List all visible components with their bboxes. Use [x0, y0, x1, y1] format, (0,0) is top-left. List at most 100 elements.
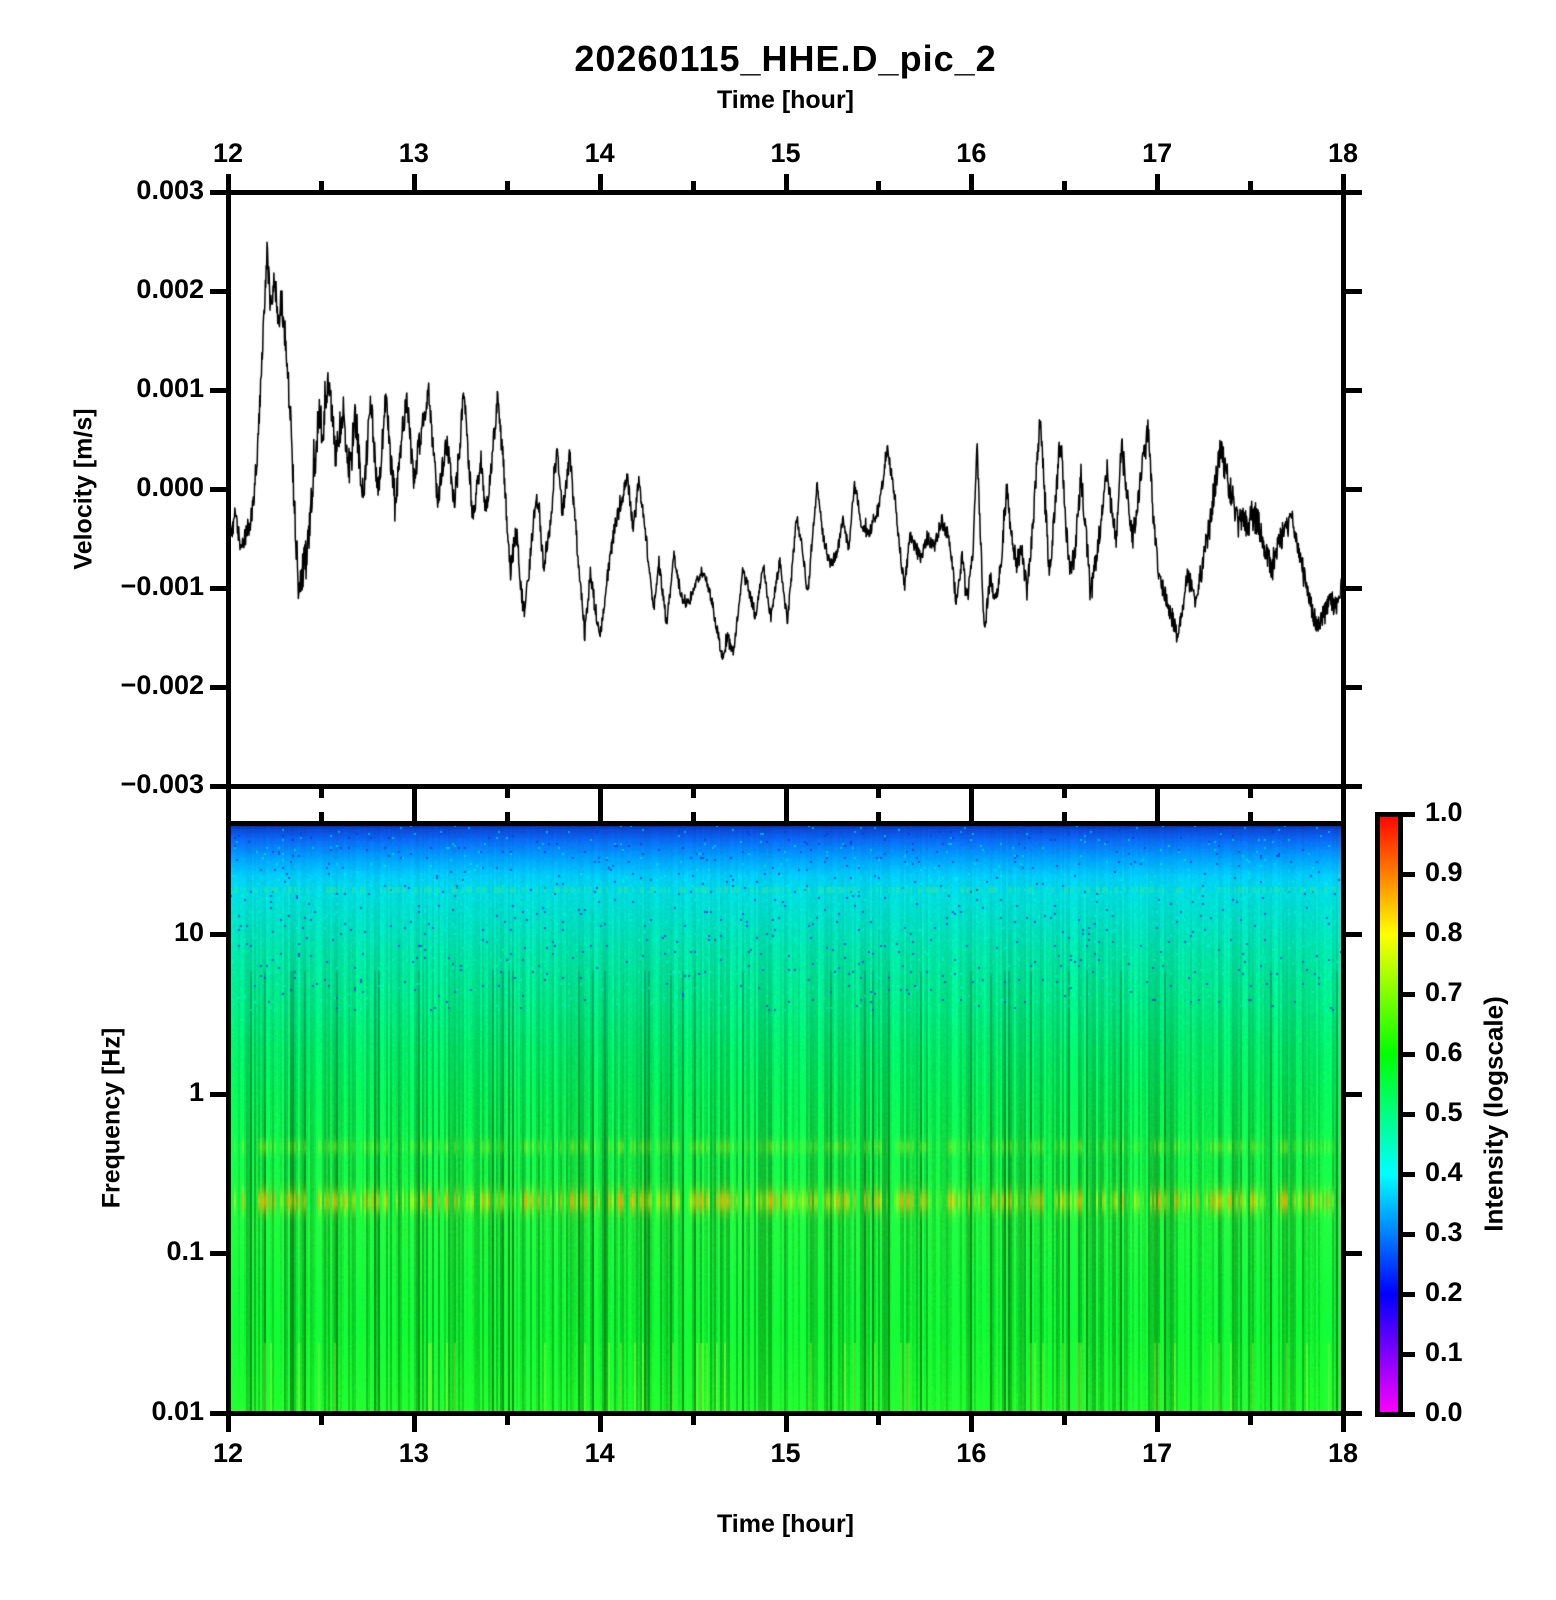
spectrogram-y-axis-title: Frequency [Hz]: [97, 1027, 126, 1209]
colorbar-tick: [1403, 992, 1415, 997]
velocity-tick: [210, 190, 226, 195]
hour-label-bottom: 17: [1142, 1438, 1173, 1468]
colorbar-tick: [1403, 872, 1415, 877]
x-major-tick: [969, 805, 975, 821]
x-minor-tick: [876, 181, 882, 190]
colorbar-tick-label: 0.0: [1425, 1397, 1463, 1427]
velocity-tick: [1346, 190, 1362, 195]
x-major-tick: [226, 789, 231, 805]
x-major-tick: [783, 789, 789, 805]
velocity-tick: [210, 685, 226, 690]
x-minor-tick: [318, 789, 324, 798]
x-minor-tick: [318, 812, 324, 821]
colorbar-tick-label: 0.8: [1425, 917, 1463, 947]
x-major-tick: [411, 805, 417, 821]
x-major-tick: [969, 1416, 975, 1432]
hour-label-top: 18: [1327, 138, 1359, 168]
velocity-tick-label: 0.001: [136, 373, 204, 403]
colorbar-tick-label: 0.6: [1425, 1037, 1463, 1067]
x-minor-tick: [876, 789, 882, 798]
x-major-tick: [1341, 174, 1346, 190]
colorbar-gradient: [1377, 814, 1400, 1414]
x-minor-tick: [504, 1416, 510, 1425]
velocity-tick-label: 0.003: [136, 175, 204, 205]
velocity-tick: [1346, 784, 1362, 789]
hour-label-bottom: 16: [956, 1438, 987, 1468]
x-minor-tick: [690, 812, 696, 821]
velocity-tick: [1346, 388, 1362, 393]
x-major-tick: [1155, 174, 1161, 190]
velocity-tick: [210, 289, 226, 294]
velocity-tick-label: 0.002: [136, 274, 204, 304]
spectrogram-canvas: [228, 823, 1343, 1413]
bottom-axis-title: Time [hour]: [716, 1510, 855, 1538]
x-major-tick: [969, 789, 975, 805]
x-minor-tick: [1248, 1416, 1254, 1425]
x-major-tick: [783, 805, 789, 821]
x-minor-tick: [690, 181, 696, 190]
velocity-tick: [1346, 487, 1362, 492]
velocity-tick-label: 0.000: [136, 472, 204, 502]
x-major-tick: [783, 1416, 789, 1432]
waveform-trace-canvas: [228, 192, 1343, 786]
velocity-tick-label: −0.002: [120, 670, 204, 700]
colorbar-tick-label: 0.2: [1425, 1277, 1463, 1307]
colorbar-tick-label: 0.5: [1425, 1097, 1463, 1127]
frequency-tick: [1346, 1091, 1362, 1097]
velocity-tick: [210, 388, 226, 393]
hour-label-top: 16: [956, 138, 987, 168]
colorbar-tick: [1403, 1232, 1415, 1237]
x-major-tick: [411, 789, 417, 805]
frequency-tick: [1346, 1411, 1362, 1416]
x-minor-tick: [1248, 181, 1254, 190]
x-major-tick: [226, 805, 231, 821]
frequency-tick-label: 10: [173, 917, 204, 948]
frequency-tick-label: 1: [188, 1076, 204, 1107]
velocity-tick-label: −0.003: [120, 769, 204, 799]
x-major-tick: [783, 174, 789, 190]
x-minor-tick: [876, 1416, 882, 1425]
hour-label-top: 15: [770, 138, 801, 168]
colorbar-tick: [1403, 932, 1415, 937]
x-minor-tick: [504, 181, 510, 190]
x-minor-tick: [690, 1416, 696, 1425]
hour-label-top: 17: [1142, 138, 1173, 168]
x-minor-tick: [1062, 181, 1068, 190]
x-major-tick: [1341, 1416, 1346, 1432]
x-major-tick: [411, 174, 417, 190]
x-major-tick: [1341, 789, 1346, 805]
hour-label-bottom: 13: [398, 1438, 429, 1468]
colorbar-tick-label: 0.3: [1425, 1217, 1463, 1247]
colorbar-tick-label: 1.0: [1425, 797, 1463, 827]
colorbar-tick: [1403, 1292, 1415, 1297]
velocity-tick: [1346, 289, 1362, 294]
colorbar-tick-label: 0.9: [1425, 857, 1463, 887]
hour-label-top: 14: [584, 138, 615, 168]
frequency-tick-label: 0.01: [151, 1396, 204, 1426]
x-major-tick: [1155, 1416, 1161, 1432]
x-minor-tick: [1062, 1416, 1068, 1425]
colorbar-tick-label: 0.4: [1425, 1157, 1463, 1187]
hour-label-bottom: 15: [770, 1438, 801, 1468]
frequency-tick-label: 0.1: [166, 1236, 204, 1267]
x-major-tick: [597, 1416, 603, 1432]
frequency-tick: [210, 1411, 226, 1416]
x-minor-tick: [876, 812, 882, 821]
colorbar-tick: [1403, 1352, 1415, 1357]
x-major-tick: [969, 174, 975, 190]
x-major-tick: [226, 174, 231, 190]
colorbar-tick: [1403, 1412, 1415, 1417]
x-minor-tick: [1062, 789, 1068, 798]
hour-label-bottom: 18: [1327, 1438, 1359, 1468]
colorbar-tick: [1403, 1172, 1415, 1177]
frequency-tick: [210, 1091, 226, 1097]
velocity-tick: [1346, 685, 1362, 690]
x-major-tick: [1155, 789, 1161, 805]
hour-label-bottom: 14: [584, 1438, 615, 1468]
velocity-tick: [210, 784, 226, 789]
hour-label-bottom: 12: [212, 1438, 244, 1468]
x-minor-tick: [1062, 812, 1068, 821]
hour-label-top: 13: [398, 138, 429, 168]
x-major-tick: [1341, 805, 1346, 821]
